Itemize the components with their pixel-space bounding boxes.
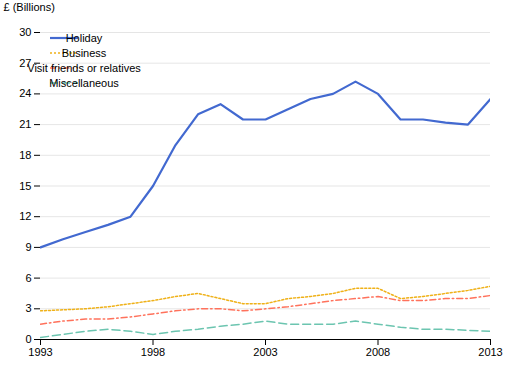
- svg-text:15: 15: [19, 180, 31, 192]
- svg-text:6: 6: [25, 272, 31, 284]
- svg-text:2003: 2003: [253, 346, 277, 358]
- svg-text:£ (Billions): £ (Billions): [4, 1, 55, 13]
- svg-text:27: 27: [19, 56, 32, 69]
- svg-text:30: 30: [19, 26, 31, 38]
- svg-text:0: 0: [25, 333, 31, 345]
- svg-text:12: 12: [19, 210, 31, 222]
- svg-text:3: 3: [25, 302, 31, 314]
- svg-text:Holiday: Holiday: [66, 32, 103, 44]
- svg-text:Business: Business: [62, 47, 107, 59]
- svg-text:1998: 1998: [141, 346, 165, 358]
- svg-text:18: 18: [19, 149, 31, 161]
- svg-text:Visit friends or relatives: Visit friends or relatives: [27, 62, 141, 74]
- svg-text:Miscellaneous: Miscellaneous: [49, 77, 119, 89]
- svg-text:1993: 1993: [28, 346, 52, 358]
- svg-text:2013: 2013: [478, 346, 502, 358]
- svg-text:24: 24: [19, 87, 31, 99]
- svg-text:21: 21: [19, 118, 31, 130]
- svg-text:9: 9: [25, 241, 31, 253]
- svg-text:2008: 2008: [366, 346, 390, 358]
